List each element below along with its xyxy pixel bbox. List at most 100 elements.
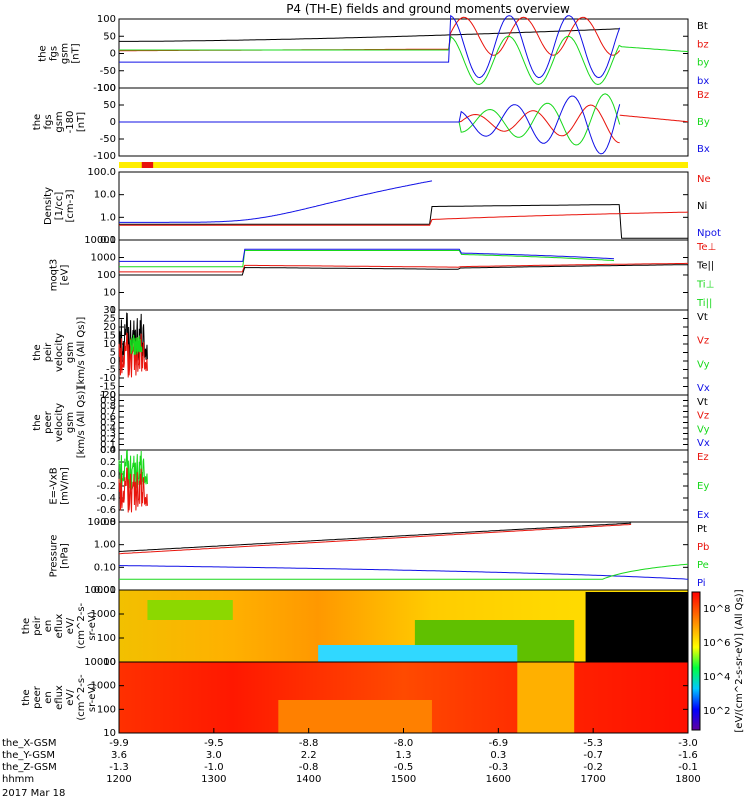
series-Pb — [118, 523, 632, 555]
y-tick-label: 100 — [97, 704, 116, 715]
legend-Ti⊥: Ti⊥ — [696, 279, 714, 290]
y-label-line: eV/ — [65, 689, 76, 706]
spectro-band — [278, 700, 432, 733]
mode-bar — [119, 162, 688, 168]
x-tick-label: -9.9 — [109, 738, 129, 749]
legend-Ez: Ez — [697, 452, 709, 463]
y-label-line: (cm^2-s- — [76, 674, 87, 721]
x-tick-label: -0.3 — [489, 762, 509, 773]
y-tick-label: 50 — [103, 100, 116, 111]
legend-by: by — [697, 58, 709, 69]
series-Te-par — [119, 264, 688, 276]
series-Ez — [118, 467, 148, 513]
y-label-line: peir — [32, 615, 43, 635]
y-label-line: velocity — [54, 403, 65, 442]
legend-Vx: Vx — [697, 383, 710, 394]
x-tick-label: -1.3 — [109, 762, 129, 773]
series-lines — [118, 14, 689, 580]
y-label-line: Density — [43, 187, 54, 225]
x-tick-label: 3.6 — [111, 750, 127, 761]
y-tick-label: 0.1 — [100, 440, 116, 451]
legend-bz: bz — [697, 39, 709, 50]
y-label-line: fgs — [49, 46, 60, 61]
colorbar-label: [eV/(cm^2-s-sr-eV)] (All Qs)] — [734, 589, 745, 732]
y-label-line: Pressure — [49, 535, 60, 578]
x-tick-label: -0.5 — [394, 762, 414, 773]
y-axis-label: Pressure [nPa] — [49, 535, 71, 578]
y-label-line: [mV/m] — [60, 467, 71, 505]
x-tick-label: 1500 — [391, 774, 416, 785]
y-tick-label: 10000 — [84, 235, 116, 246]
y-label-line: fgs — [43, 114, 54, 129]
x-tick-label: 1800 — [675, 774, 700, 785]
y-tick-label: 0.4 — [100, 423, 116, 434]
x-tick-label: -5.3 — [583, 738, 603, 749]
y-tick-label: -50 — [100, 66, 116, 77]
y-label-line: the — [21, 618, 32, 634]
legend-Te||: Te|| — [696, 261, 714, 272]
y-tick-label: 100 — [97, 270, 116, 281]
x-axis: the_X-GSM -9.9 -9.5 -8.8 -8.0 -6.9 -5.3 -3.0 the… — [2, 728, 701, 785]
panel-frame — [118, 309, 689, 396]
x-tick-label: 1.3 — [396, 750, 412, 761]
colorbar-tick: 10^8 — [703, 604, 730, 615]
y-axis-label: the peer en eflux eV/(cm^2-s-sr-eV) — [21, 674, 98, 721]
y-label-line: [nT] — [71, 43, 82, 63]
y-tick-label: 10 — [103, 288, 116, 299]
x-tick-label: 3.0 — [206, 750, 222, 761]
y-tick-label: 0.01 — [94, 585, 116, 596]
x-tick-label: 1700 — [580, 774, 605, 785]
y-tick-label: -0.2 — [96, 481, 116, 492]
y-tick-label: 5 — [110, 348, 116, 359]
series-Bt — [119, 28, 620, 42]
series-Bz-tail — [619, 114, 688, 123]
legend-Ti||: Ti|| — [696, 298, 712, 309]
x-tick-label: -0.8 — [299, 762, 319, 773]
y-label-line: the — [32, 114, 43, 130]
x-tick-label: -9.5 — [204, 738, 224, 749]
series-Npot — [119, 180, 433, 223]
series-peir-Vy — [129, 334, 143, 356]
y-tick-label: 25 — [103, 314, 116, 325]
spectro-band — [147, 600, 233, 620]
panel-efield: 0.40.20.0-0.2-0.4-0.6-0.8E=-VxB [mV/m]EzE… — [49, 445, 710, 528]
y-axis-label: moqt3 [eV] — [49, 259, 71, 292]
y-label-line: gsm — [65, 342, 76, 363]
x-tick-label: -1.6 — [678, 750, 698, 761]
legend-Ey: Ey — [697, 481, 709, 492]
panel-pressure: 10.00 1.00 0.10 0.01 Pressure [nPa] Pt Pb Pe Pi — [49, 517, 710, 596]
y-axis-label: the peir en eflux eV/(cm^2-s-sr-eV) — [21, 602, 98, 649]
panel-frame — [118, 394, 689, 451]
x-row-label-hhmm: hhmm — [2, 774, 34, 785]
x-tick-label: -1.0 — [204, 762, 224, 773]
y-tick-label: -0.4 — [96, 493, 116, 504]
series-Ti-perp — [119, 248, 615, 262]
y-tick-label: 1.0 — [100, 390, 116, 401]
colorbar-tick: 10^6 — [703, 638, 730, 649]
y-tick-label: -15 — [100, 382, 116, 393]
x-tick-label: -0.2 — [583, 762, 603, 773]
y-tick-label: 0.6 — [100, 412, 116, 423]
y-tick-label: 0.8 — [100, 401, 116, 412]
y-tick-label: 1 — [110, 305, 116, 316]
series-Bz — [119, 104, 620, 144]
spectro-band — [517, 662, 575, 733]
series-Te — [119, 262, 688, 273]
x-row-label-the_X-GSM: the_X-GSM — [2, 738, 56, 749]
legend-Npot: Npot — [697, 228, 721, 239]
legend-Bt: Bt — [697, 21, 708, 32]
y-label-line: [nPa] — [60, 543, 71, 569]
y-label-line: [eV] — [60, 265, 71, 286]
y-label-line: sr-eV) — [87, 611, 98, 640]
date-label: 2017 Mar 18 — [2, 788, 65, 799]
legend-Vx: Vx — [697, 438, 710, 449]
y-tick-label: -0.8 — [96, 517, 116, 528]
x-tick-label: 1200 — [106, 774, 131, 785]
y-label-line: [km/s (All Qs)] — [76, 317, 87, 389]
series-Pi — [118, 565, 689, 580]
legend-Vy: Vy — [697, 359, 710, 370]
mode-bar-segment — [141, 162, 154, 168]
y-tick-label: 100 — [97, 14, 116, 25]
